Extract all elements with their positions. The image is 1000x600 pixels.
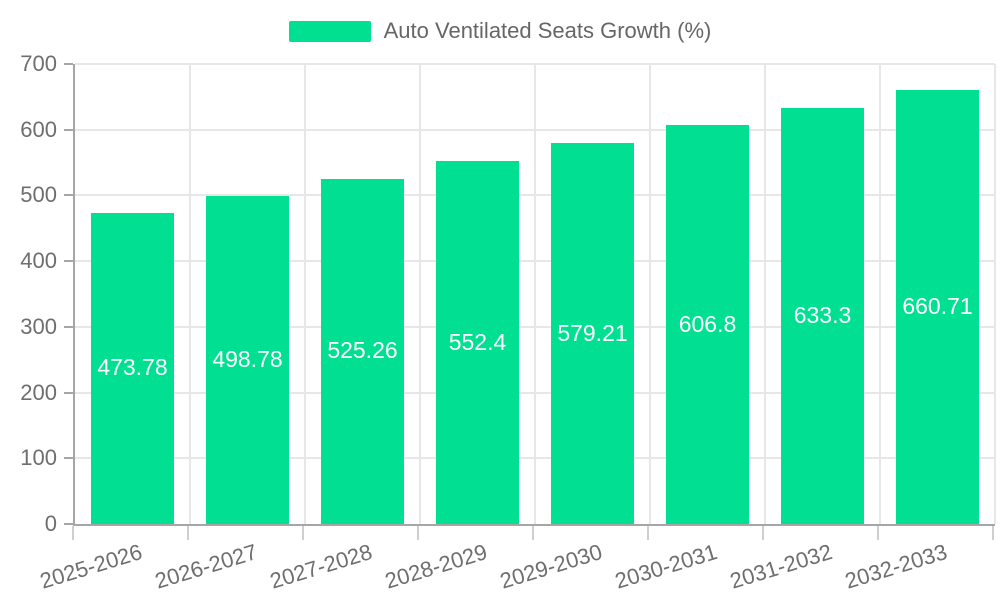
plot-area: 473.78 498.78 525.26 552.4 579.21 606.8 633.3 6…: [73, 63, 996, 526]
y-axis-tick: [64, 194, 73, 197]
bar-value-label: 660.71: [902, 292, 973, 319]
x-axis-tick: [302, 526, 304, 540]
bar[interactable]: 660.71: [896, 89, 979, 524]
legend[interactable]: Auto Ventilated Seats Growth (%): [0, 20, 1000, 42]
x-gridline: [994, 64, 996, 524]
x-gridline: [534, 64, 536, 524]
y-axis-tick-label: 100: [20, 445, 57, 471]
x-axis-tick: [417, 526, 419, 540]
x-axis-tick: [187, 526, 189, 540]
x-gridline: [764, 64, 766, 524]
x-gridline: [304, 64, 306, 524]
x-gridline: [879, 64, 881, 524]
bar-value-label: 498.78: [212, 346, 283, 373]
x-axis-tick: [647, 526, 649, 540]
bar[interactable]: 633.3: [781, 107, 864, 524]
x-gridline: [419, 64, 421, 524]
y-axis-tick: [64, 63, 73, 65]
x-gridline: [649, 64, 651, 524]
bar-value-label: 473.78: [97, 354, 168, 381]
y-axis-tick-label: 300: [20, 313, 57, 339]
y-axis-tick: [64, 523, 73, 525]
y-axis-tick-label: 700: [20, 51, 57, 76]
bar-value-label: 525.26: [327, 337, 398, 364]
legend-label: Auto Ventilated Seats Growth (%): [383, 18, 712, 43]
bar[interactable]: 606.8: [666, 125, 749, 524]
bar-value-label: 552.4: [448, 328, 507, 355]
bar[interactable]: 552.4: [436, 161, 519, 524]
bar[interactable]: 525.26: [321, 178, 404, 524]
bar[interactable]: 498.78: [206, 196, 289, 524]
y-axis-tick: [64, 457, 73, 460]
bar[interactable]: 473.78: [91, 212, 174, 524]
bar-value-label: 633.3: [793, 301, 852, 328]
y-axis-tick-label: 500: [20, 182, 57, 208]
y-axis-tick: [64, 128, 73, 131]
y-axis-tick: [64, 391, 73, 394]
legend-swatch: [288, 20, 371, 42]
x-axis-tick: [992, 526, 994, 540]
y-axis-tick-label: 0: [44, 511, 57, 536]
x-gridline: [189, 64, 191, 524]
x-axis-tick: [72, 526, 74, 540]
y-axis-tick-label: 200: [20, 379, 57, 405]
bar-value-label: 579.21: [557, 319, 628, 346]
bar-value-label: 606.8: [678, 310, 737, 337]
y-axis-tick: [64, 325, 73, 328]
y-axis-tick: [64, 260, 73, 263]
x-axis-tick: [532, 526, 534, 540]
y-gridline: [75, 63, 995, 65]
bar[interactable]: 579.21: [551, 143, 634, 524]
x-axis-tick: [877, 526, 879, 540]
y-axis-tick-label: 400: [20, 248, 57, 274]
y-axis-tick-label: 600: [20, 116, 57, 142]
x-axis-tick: [762, 526, 764, 540]
